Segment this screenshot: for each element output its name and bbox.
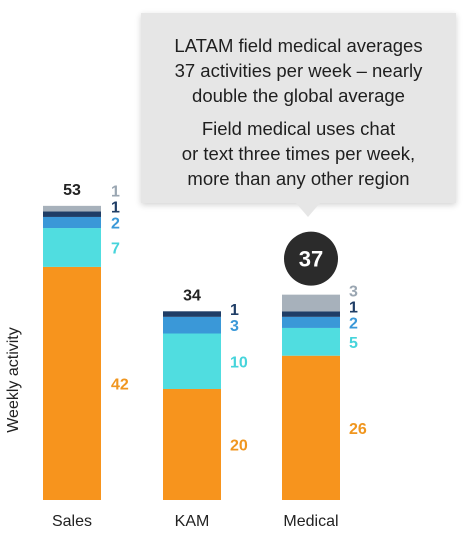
segment-value-label: 42 <box>111 376 129 393</box>
segment-value-label: 2 <box>111 216 120 233</box>
callout-line: Field medical uses chat <box>201 118 396 139</box>
insight-callout: LATAM field medical averages 37 activiti… <box>141 13 456 203</box>
segment-value-label: 3 <box>230 318 239 335</box>
callout-paragraph-2: Field medical uses chat or text three ti… <box>155 116 442 191</box>
bar-segment <box>163 389 221 500</box>
bar-segment <box>282 294 340 312</box>
category-label: KAM <box>175 513 210 530</box>
segment-value-label: 5 <box>349 335 358 352</box>
bar-segment <box>282 355 340 500</box>
segment-value-label: 26 <box>349 421 367 438</box>
bar-total-label: 53 <box>63 182 81 199</box>
callout-paragraph-1: LATAM field medical averages 37 activiti… <box>155 33 442 108</box>
callout-line: double the global average <box>192 85 405 106</box>
segment-value-label: 1 <box>111 200 120 217</box>
category-label: Sales <box>52 513 92 530</box>
callout-line: 37 activities per week – nearly <box>174 60 423 81</box>
bar-segment <box>282 316 340 328</box>
bar-segment <box>163 316 221 334</box>
segment-value-label: 1 <box>349 299 358 316</box>
segment-value-label: 1 <box>111 184 120 201</box>
highlight-total-circle <box>284 231 338 286</box>
callout-line: or text three times per week, <box>181 143 416 164</box>
bar-total-label: 34 <box>183 287 201 304</box>
callout-line: more than any other region <box>187 168 410 189</box>
segment-value-label: 3 <box>349 283 358 300</box>
segment-value-label: 10 <box>230 354 248 371</box>
bar-segment <box>282 311 340 317</box>
bar-segment <box>43 205 101 212</box>
segment-value-label: 1 <box>230 302 239 319</box>
category-label: Medical <box>283 513 338 530</box>
bar-segment <box>163 311 221 317</box>
bar-segment <box>163 333 221 389</box>
bar-segment <box>43 216 101 229</box>
bar-total-label: 37 <box>299 247 323 272</box>
callout-line: LATAM field medical averages <box>174 35 423 56</box>
segment-value-label: 2 <box>349 315 358 332</box>
bar-segment <box>43 266 101 500</box>
y-axis-label: Weekly activity <box>5 327 22 433</box>
callout-pointer <box>296 203 320 217</box>
bar-segment <box>43 211 101 217</box>
bar-segment <box>282 327 340 356</box>
segment-value-label: 20 <box>230 438 248 455</box>
segment-value-label: 7 <box>111 240 120 257</box>
bar-segment <box>43 228 101 267</box>
